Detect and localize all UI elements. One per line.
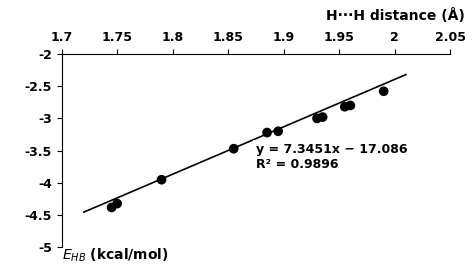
Point — [313, 116, 321, 121]
Point — [230, 147, 237, 151]
Text: H···H distance (Å): H···H distance (Å) — [326, 8, 465, 23]
Point — [158, 178, 165, 182]
Point — [263, 130, 271, 135]
Point — [108, 205, 115, 210]
Point — [380, 89, 387, 93]
Point — [274, 129, 282, 133]
Point — [346, 103, 354, 108]
Text: y = 7.3451x − 17.086
R² = 0.9896: y = 7.3451x − 17.086 R² = 0.9896 — [256, 143, 408, 171]
Point — [341, 105, 348, 109]
Text: $E_{HB}$ (kcal/mol): $E_{HB}$ (kcal/mol) — [62, 246, 168, 264]
Point — [113, 201, 121, 206]
Point — [319, 115, 327, 119]
